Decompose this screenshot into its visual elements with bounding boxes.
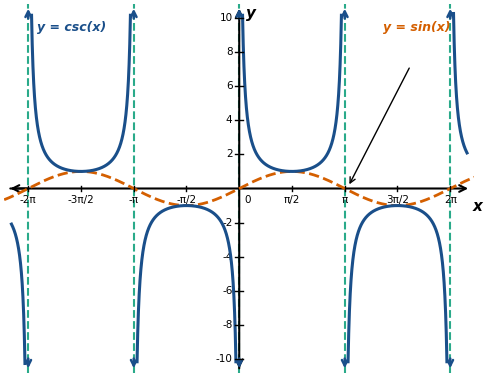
Text: -4: -4	[222, 252, 232, 262]
Text: -10: -10	[216, 354, 232, 364]
Text: x: x	[472, 199, 483, 214]
Text: 0: 0	[244, 195, 251, 205]
Text: y: y	[246, 6, 256, 21]
Text: 2: 2	[226, 149, 232, 159]
Text: 8: 8	[226, 47, 232, 57]
Text: 6: 6	[226, 81, 232, 91]
Text: π/2: π/2	[284, 195, 300, 205]
Text: -2: -2	[222, 218, 232, 228]
Text: -π: -π	[129, 195, 139, 205]
Text: -2π: -2π	[20, 195, 37, 205]
Text: y = sin(x): y = sin(x)	[383, 21, 451, 34]
Text: y = csc(x): y = csc(x)	[37, 21, 106, 34]
Text: -8: -8	[222, 320, 232, 330]
Text: -6: -6	[222, 286, 232, 296]
Text: -3π/2: -3π/2	[68, 195, 94, 205]
Text: 4: 4	[226, 115, 232, 125]
Text: π: π	[341, 195, 348, 205]
Text: 2π: 2π	[444, 195, 457, 205]
Text: -π/2: -π/2	[176, 195, 197, 205]
Text: 3π/2: 3π/2	[386, 195, 409, 205]
Text: 10: 10	[220, 13, 232, 23]
